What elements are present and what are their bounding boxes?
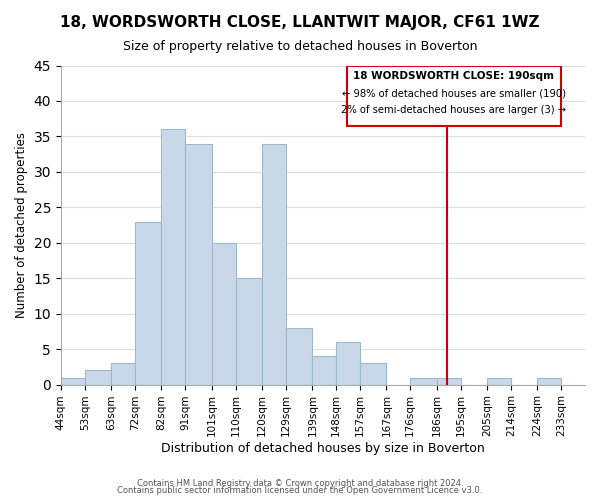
Text: 18 WORDSWORTH CLOSE: 190sqm: 18 WORDSWORTH CLOSE: 190sqm: [353, 71, 554, 81]
Text: 2% of semi-detached houses are larger (3) →: 2% of semi-detached houses are larger (3…: [341, 104, 566, 115]
Bar: [262, 144, 286, 384]
Text: ← 98% of detached houses are smaller (190): ← 98% of detached houses are smaller (19…: [342, 88, 566, 98]
Text: Contains HM Land Registry data © Crown copyright and database right 2024.: Contains HM Land Registry data © Crown c…: [137, 478, 463, 488]
Bar: [360, 364, 386, 384]
Bar: [161, 130, 185, 384]
FancyBboxPatch shape: [347, 66, 561, 126]
Bar: [336, 342, 360, 384]
Bar: [286, 328, 313, 384]
Text: 18, WORDSWORTH CLOSE, LLANTWIT MAJOR, CF61 1WZ: 18, WORDSWORTH CLOSE, LLANTWIT MAJOR, CF…: [60, 15, 540, 30]
Text: Size of property relative to detached houses in Boverton: Size of property relative to detached ho…: [123, 40, 477, 53]
Bar: [487, 378, 511, 384]
Bar: [236, 278, 262, 384]
Bar: [538, 378, 561, 384]
Text: Contains public sector information licensed under the Open Government Licence v3: Contains public sector information licen…: [118, 486, 482, 495]
Bar: [85, 370, 111, 384]
Bar: [185, 144, 212, 384]
Bar: [212, 243, 236, 384]
Bar: [410, 378, 437, 384]
X-axis label: Distribution of detached houses by size in Boverton: Distribution of detached houses by size …: [161, 442, 485, 455]
Y-axis label: Number of detached properties: Number of detached properties: [15, 132, 28, 318]
Bar: [111, 364, 135, 384]
Bar: [61, 378, 85, 384]
Bar: [135, 222, 161, 384]
Bar: [437, 378, 461, 384]
Bar: [313, 356, 336, 384]
